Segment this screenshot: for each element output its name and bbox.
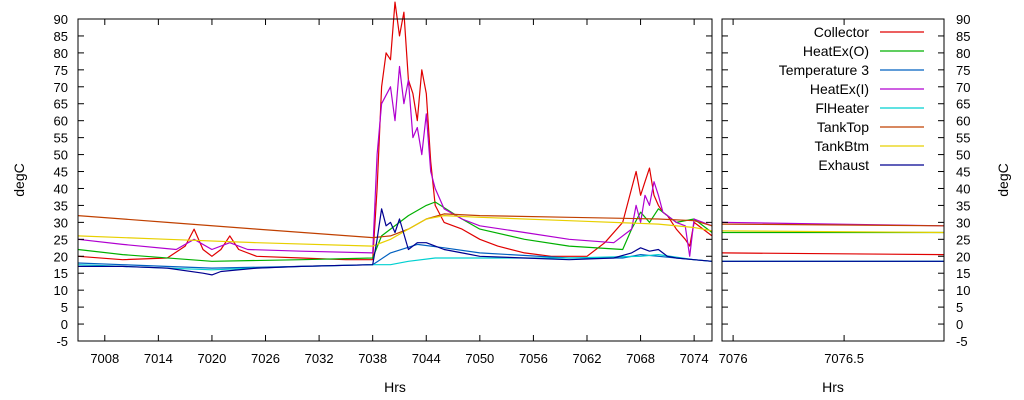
left-y-tick-label: 65 bbox=[54, 97, 68, 112]
right-y-tick-label: 25 bbox=[956, 232, 970, 247]
legend-label-tanktop: TankTop bbox=[817, 119, 869, 135]
left-y-axis-title: degC bbox=[11, 163, 27, 196]
left-y-tick-label: 25 bbox=[54, 232, 68, 247]
right-y-tick-label: 40 bbox=[956, 181, 970, 196]
right-y-tick-label: 55 bbox=[956, 131, 970, 146]
right-y-tick-label: 35 bbox=[956, 198, 970, 213]
left-y-tick-label: 50 bbox=[54, 148, 68, 163]
right-y-tick-label: 70 bbox=[956, 80, 970, 95]
left-y-tick-label: 0 bbox=[61, 317, 68, 332]
legend-label-flheater: FlHeater bbox=[815, 100, 869, 116]
left-y-tick-label: 30 bbox=[54, 215, 68, 230]
left-y-tick-label: -5 bbox=[56, 334, 68, 349]
left-y-tick-label: 70 bbox=[54, 80, 68, 95]
left-y-tick-label: 40 bbox=[54, 181, 68, 196]
right-x-tick-label: 7076 bbox=[719, 351, 748, 366]
right-y-tick-label: 45 bbox=[956, 165, 970, 180]
right-y-tick-label: 80 bbox=[956, 46, 970, 61]
right-x-tick-label: 7076.5 bbox=[824, 351, 864, 366]
left-y-tick-label: 85 bbox=[54, 29, 68, 44]
left-series-collector bbox=[77, 1, 713, 261]
right-y-tick-label: -5 bbox=[956, 334, 968, 349]
right-y-tick-label: 85 bbox=[956, 29, 970, 44]
legend-label-heatex-i: HeatEx(I) bbox=[810, 81, 869, 97]
left-panel: 7008 7014 7020 7026 7032 7038 7044 7050 7056 7062… bbox=[11, 1, 713, 395]
left-x-tick-label: 7038 bbox=[358, 351, 387, 366]
right-y-tick-label: 0 bbox=[956, 317, 963, 332]
legend-label-temperature-3: Temperature 3 bbox=[779, 62, 869, 78]
right-y-tick-label: 5 bbox=[956, 300, 963, 315]
left-x-tick-label: 7062 bbox=[573, 351, 602, 366]
left-x-tick-label: 7032 bbox=[305, 351, 334, 366]
left-x-tick-label: 7020 bbox=[197, 351, 226, 366]
right-series-tanktop bbox=[721, 223, 945, 227]
right-series-collector bbox=[721, 252, 945, 256]
right-y-tick-label: 65 bbox=[956, 97, 970, 112]
left-series-heatex-o bbox=[77, 201, 713, 262]
right-y-tick-label: 15 bbox=[956, 266, 970, 281]
left-y-tick-label: 90 bbox=[54, 12, 68, 27]
left-y-tick-label: 5 bbox=[61, 300, 68, 315]
right-y-tick-label: 75 bbox=[956, 63, 970, 78]
right-y-tick-label: 60 bbox=[956, 114, 970, 129]
left-plot-frame bbox=[77, 18, 713, 342]
left-y-tick-label: 15 bbox=[54, 266, 68, 281]
legend-label-exhaust: Exhaust bbox=[818, 157, 869, 173]
left-y-tick-label: 80 bbox=[54, 46, 68, 61]
left-y-tick-label: 75 bbox=[54, 63, 68, 78]
left-x-tick-label: 7056 bbox=[519, 351, 548, 366]
right-y-tick-label: 90 bbox=[956, 12, 970, 27]
right-series-tankbtm bbox=[721, 230, 945, 234]
right-y-tick-label: 20 bbox=[956, 249, 970, 264]
right-y-tick-label: 30 bbox=[956, 215, 970, 230]
legend-label-collector: Collector bbox=[814, 24, 870, 40]
left-series-exhaust bbox=[78, 208, 713, 276]
left-x-tick-label: 7008 bbox=[90, 351, 119, 366]
left-x-tick-label: 7068 bbox=[626, 351, 655, 366]
right-x-axis-title: Hrs bbox=[822, 379, 844, 395]
left-series-flheater bbox=[77, 254, 713, 271]
left-y-tick-label: 10 bbox=[54, 283, 68, 298]
left-x-tick-label: 7044 bbox=[412, 351, 441, 366]
left-series-heatex-i bbox=[77, 65, 713, 257]
left-x-axis-title: Hrs bbox=[384, 379, 406, 395]
legend-label-heatex-o: HeatEx(O) bbox=[803, 43, 869, 59]
right-plot-frame bbox=[721, 18, 945, 342]
right-y-tick-label: 50 bbox=[956, 148, 970, 163]
left-x-tick-label: 7026 bbox=[251, 351, 280, 366]
left-series-tankbtm bbox=[77, 215, 713, 247]
left-y-tick-label: 60 bbox=[54, 114, 68, 129]
left-y-tick-label: 35 bbox=[54, 198, 68, 213]
left-x-tick-label: 7014 bbox=[144, 351, 173, 366]
right-y-tick-label: 10 bbox=[956, 283, 970, 298]
left-x-tick-label: 7050 bbox=[465, 351, 494, 366]
left-series-temperature-3 bbox=[77, 243, 713, 269]
legend: Collector HeatEx(O) Temperature 3 HeatEx(I)… bbox=[779, 24, 924, 173]
right-y-axis-title: degC bbox=[995, 163, 1011, 196]
legend-label-tankbtm: TankBtm bbox=[815, 138, 869, 154]
left-y-tick-label: 20 bbox=[54, 249, 68, 264]
left-y-tick-label: 45 bbox=[54, 165, 68, 180]
left-y-tick-label: 55 bbox=[54, 131, 68, 146]
left-x-tick-label: 7074 bbox=[680, 351, 709, 366]
